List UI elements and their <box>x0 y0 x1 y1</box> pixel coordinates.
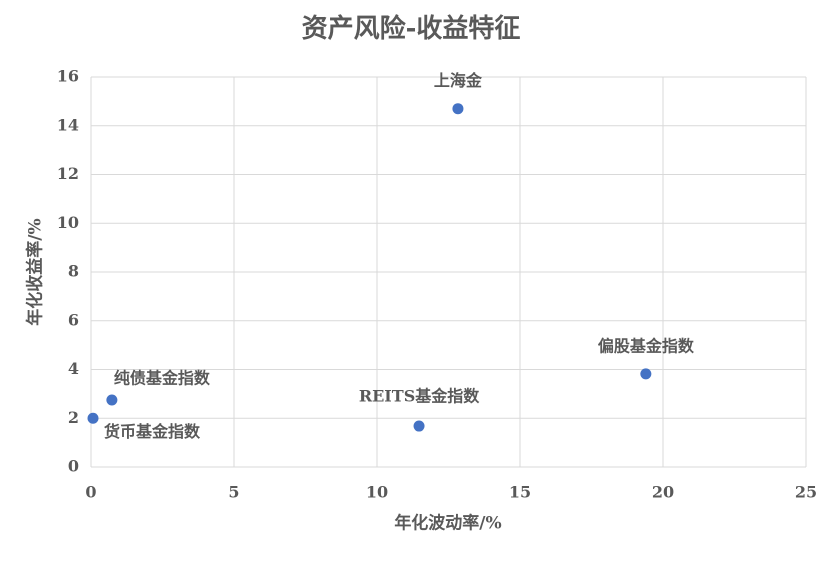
y-tick-label: 0 <box>68 457 79 476</box>
x-tick-label: 5 <box>228 483 239 502</box>
chart-title: 资产风险-收益特征 <box>302 13 521 44</box>
x-tick-label: 10 <box>366 483 388 502</box>
point-label: 上海金 <box>434 71 483 90</box>
y-tick-label: 2 <box>68 408 79 427</box>
point <box>87 412 99 424</box>
y-tick-label: 6 <box>68 310 79 329</box>
x-tick-label: 0 <box>85 483 96 502</box>
y-axis-label: 年化收益率/% <box>25 218 46 325</box>
point-label: 纯债基金指数 <box>114 368 211 387</box>
x-tick-label: 25 <box>795 483 817 502</box>
point <box>640 368 652 380</box>
y-tick-label: 4 <box>68 359 79 378</box>
point <box>413 420 425 432</box>
y-tick-label: 16 <box>57 67 79 86</box>
x-axis-label: 年化波动率/% <box>394 513 501 534</box>
x-tick-label: 15 <box>509 483 531 502</box>
y-tick-label: 12 <box>57 164 79 183</box>
point-label: 偏股基金指数 <box>598 336 695 355</box>
point <box>452 103 464 115</box>
y-tick-label: 8 <box>68 262 79 281</box>
point-label: REITS基金指数 <box>359 387 480 406</box>
y-tick-label: 10 <box>57 213 79 232</box>
point <box>106 394 118 406</box>
y-tick-label: 14 <box>57 115 79 134</box>
x-tick-label: 20 <box>652 483 674 502</box>
point-label: 货币基金指数 <box>104 422 201 441</box>
